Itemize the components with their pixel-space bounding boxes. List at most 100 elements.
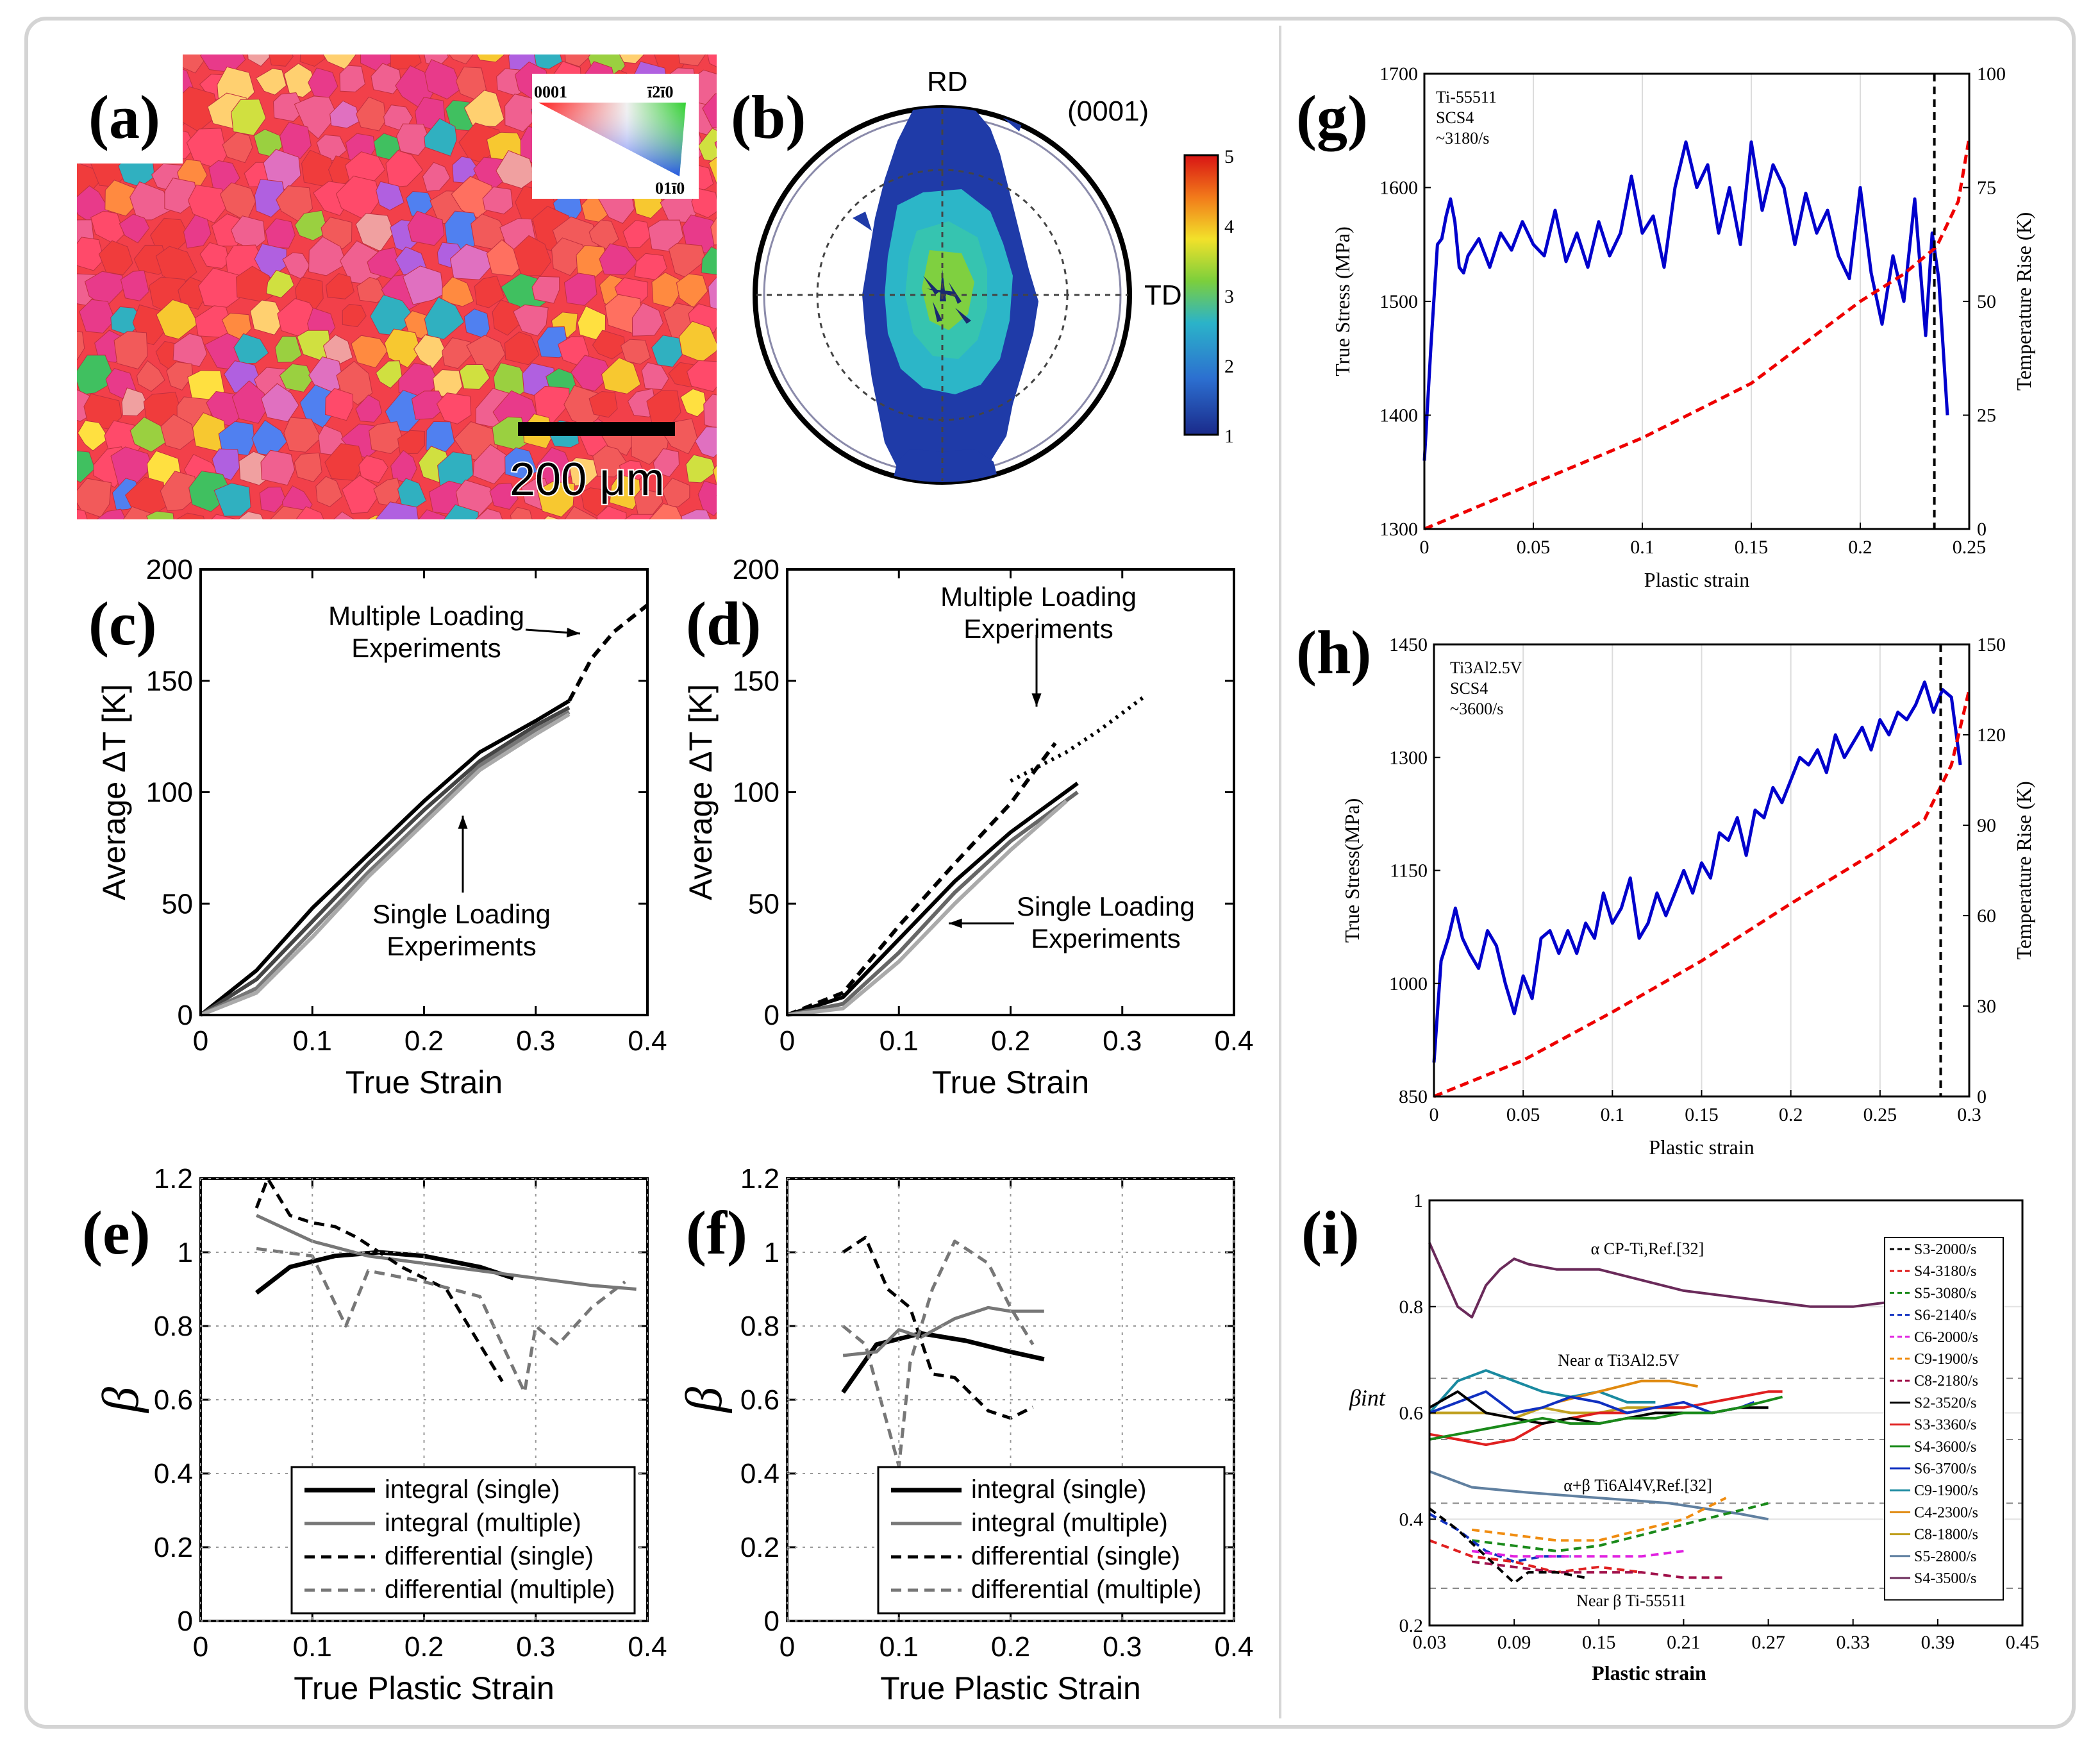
grain: [599, 243, 638, 276]
annotation-text: Experiments: [963, 614, 1113, 644]
x-tick-label: 0.3: [516, 1025, 555, 1057]
x-tick-label: 0: [779, 1025, 795, 1057]
legend-label: S4-3600/s: [1914, 1439, 1976, 1456]
specimen-text: SCS4: [1450, 679, 1488, 698]
y-tick-label: 1: [1413, 1190, 1423, 1211]
grain: [588, 390, 618, 418]
y-tick-label: 0: [764, 1606, 779, 1637]
panel-h: 0 0.05 0.1 0.15 0.2 0.25 0.3 850 1000 1150 1300 145…: [1296, 618, 2035, 1159]
grain: [326, 273, 354, 299]
y-axis-label: Average ΔT [K]: [96, 684, 132, 900]
arrow-head: [566, 628, 580, 638]
grain: [513, 304, 549, 337]
legend-label: integral (multiple): [385, 1509, 581, 1537]
grain: [701, 246, 717, 276]
grain: [551, 237, 585, 276]
grain: [260, 449, 296, 486]
x-tick-label: 0.21: [1667, 1632, 1701, 1653]
ipf-1210: ī2ī0: [647, 83, 673, 101]
grain: [322, 334, 353, 365]
legend-label: differential (single): [385, 1542, 594, 1570]
grain: [620, 339, 651, 365]
series-multiple: [567, 603, 649, 702]
grain: [294, 452, 322, 483]
panel-label-c: (c): [88, 589, 157, 658]
y-tick-label: 1.2: [154, 1163, 193, 1195]
grain: [79, 299, 115, 334]
series-single-2: [787, 791, 1079, 1017]
grain: [716, 495, 717, 497]
legend: S3-2000/s S4-3180/s S5-3080/s S6-2140/s C6-2…: [1884, 1237, 2004, 1601]
series-c8-2180-s: [1471, 1560, 1726, 1579]
grain: [166, 361, 194, 391]
grain: [407, 210, 445, 246]
grain: [146, 510, 174, 519]
panel-e: 0 0.1 0.2 0.3 0.4 0 0.2 0.4 0.6 0.8 1 1.2 True Plast…: [82, 1163, 667, 1706]
grain: [687, 360, 717, 392]
y-tick-label: 0.8: [154, 1311, 193, 1342]
x-tick-label: 0.25: [1953, 537, 1987, 558]
panel-b: (b) RD TD (0001) 5 4 3 2 1: [731, 66, 1234, 485]
grain: [356, 276, 387, 303]
grain: [722, 188, 766, 224]
legend-label: C8-2180/s: [1914, 1373, 1978, 1389]
x-tick-label: 0.45: [2006, 1632, 2040, 1653]
series-multiple-2: [1010, 694, 1146, 783]
x-axis-label: True Strain: [932, 1064, 1089, 1100]
grain: [237, 511, 264, 519]
grain: [592, 445, 629, 478]
y-tick-label: 0.2: [1399, 1615, 1424, 1636]
y-tick-label: 0.6: [154, 1384, 193, 1416]
grain: [324, 388, 354, 421]
y-tick-label: 0.8: [740, 1311, 779, 1342]
legend-label: S6-2140/s: [1914, 1307, 1976, 1324]
panel-label-e: (e): [82, 1198, 151, 1267]
grain: [537, 481, 575, 517]
series-s3-2000-s: [1428, 1507, 1585, 1584]
y-tick-label: 200: [146, 554, 193, 585]
grain: [424, 296, 465, 340]
grain: [694, 426, 717, 458]
grain: [375, 360, 403, 389]
ipf-0001: 0001: [534, 83, 567, 101]
grain: [355, 394, 383, 423]
y-tick-label: 1.2: [740, 1163, 779, 1195]
series-s3-3360-s: [1429, 1390, 1783, 1447]
grain: [564, 506, 597, 519]
annotation-text: Multiple Loading: [940, 582, 1137, 612]
grain: [315, 476, 343, 507]
x-tick-label: 0.4: [1214, 1025, 1253, 1057]
y-tick-label: 0.4: [154, 1458, 193, 1490]
grain: [510, 507, 533, 519]
grain: [342, 303, 367, 328]
y2-axis-label: Temperature Rise (K): [2012, 212, 2035, 391]
grain: [198, 267, 243, 308]
series-single-3: [787, 800, 1068, 1017]
y-tick-label: 100: [146, 777, 193, 809]
grain: [120, 270, 149, 301]
grain: [231, 99, 267, 136]
grain: [504, 447, 538, 480]
x-axis-label: True Plastic Strain: [294, 1670, 554, 1706]
panel-label-b: (b): [731, 83, 806, 151]
grain: [384, 328, 422, 369]
ipf-0110: 01ī0: [655, 179, 685, 197]
region-label: α+β Ti6Al4V,Ref.[32]: [1563, 1476, 1712, 1495]
y-tick-label: 1: [764, 1237, 779, 1268]
x-tick-label: 0.3: [1957, 1104, 1981, 1125]
grain: [729, 427, 758, 458]
y-tick-label: 850: [1399, 1086, 1428, 1107]
panel-label-g: (g): [1296, 83, 1368, 151]
grain: [703, 394, 717, 429]
y2-tick-label: 50: [1977, 291, 1996, 312]
series-single-4: [199, 712, 571, 1017]
grain: [265, 218, 296, 249]
grain: [564, 55, 593, 67]
grain: [472, 444, 510, 485]
grain: [685, 454, 717, 483]
annotation-text: Experiments: [351, 633, 501, 663]
grain: [489, 482, 519, 510]
x-tick-label: 0.3: [1103, 1631, 1142, 1663]
y2-tick-label: 30: [1977, 996, 1996, 1017]
series-integral-multiple-: [842, 1305, 1044, 1357]
